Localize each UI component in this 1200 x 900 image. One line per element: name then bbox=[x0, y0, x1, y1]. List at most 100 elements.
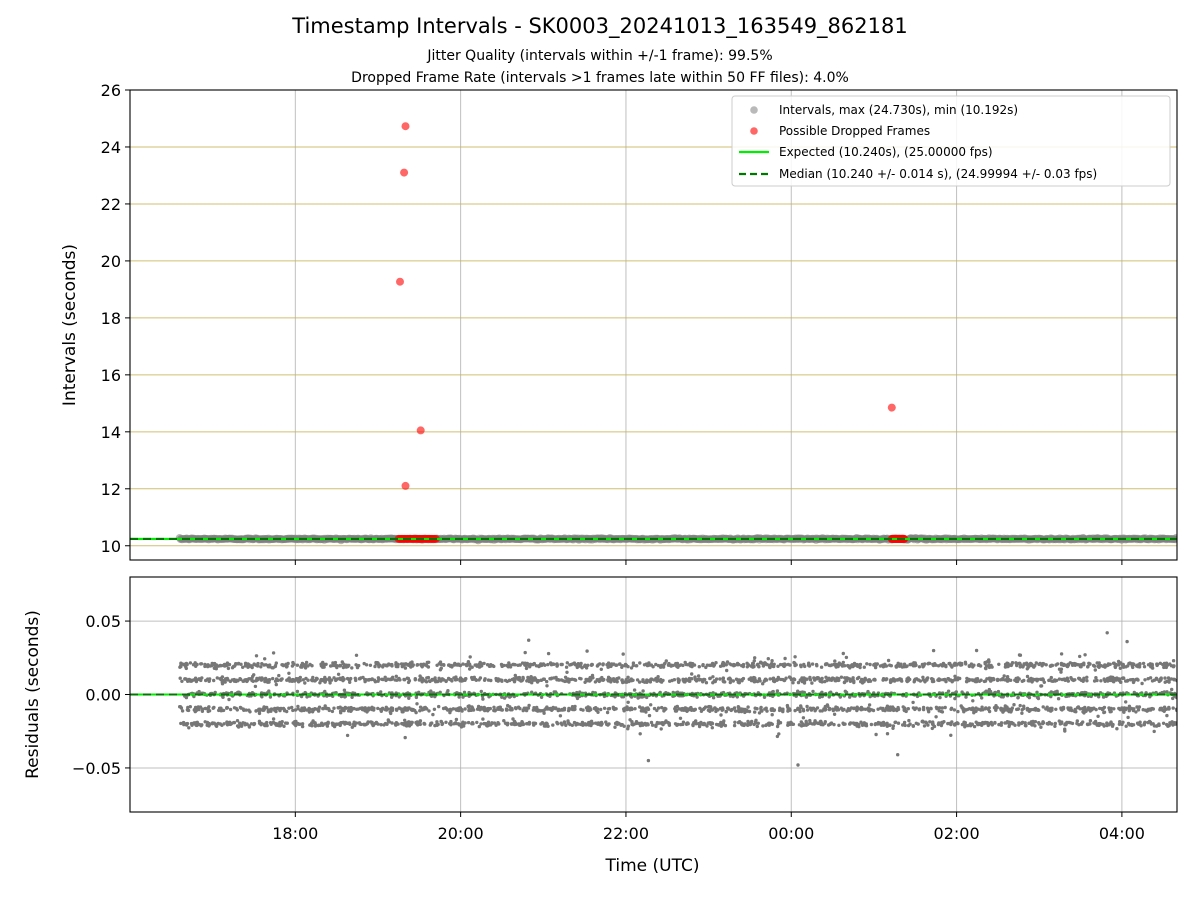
residual-point bbox=[721, 676, 725, 680]
residual-point bbox=[820, 690, 824, 694]
residual-point bbox=[1016, 696, 1020, 700]
residual-point bbox=[244, 708, 248, 712]
residual-point bbox=[925, 677, 929, 682]
residual-point bbox=[1146, 663, 1151, 667]
residual-point bbox=[271, 717, 276, 721]
residual-point bbox=[379, 723, 383, 727]
residual-point bbox=[323, 675, 327, 680]
residual-point bbox=[191, 663, 196, 667]
residual-point bbox=[241, 665, 245, 669]
residual-point bbox=[913, 707, 917, 712]
residual-point bbox=[376, 661, 380, 665]
residuals-y-tick-label-0: −0.05 bbox=[72, 759, 121, 778]
residual-point bbox=[796, 706, 800, 710]
residual-point bbox=[1129, 706, 1134, 711]
residuals-y-tick-label-2: 0.05 bbox=[85, 612, 121, 631]
residual-point bbox=[207, 705, 211, 709]
residual-point bbox=[981, 720, 985, 725]
residual-point bbox=[1150, 666, 1155, 670]
residual-point bbox=[1049, 675, 1054, 680]
residual-point bbox=[641, 689, 645, 693]
residual-point bbox=[184, 666, 188, 671]
residual-point bbox=[1039, 684, 1044, 688]
residual-point bbox=[801, 722, 805, 726]
residual-point bbox=[948, 661, 952, 666]
residual-point bbox=[928, 720, 932, 724]
residual-point bbox=[350, 695, 354, 699]
residual-point bbox=[671, 690, 675, 695]
residual-point bbox=[546, 662, 550, 667]
residual-point bbox=[801, 716, 806, 720]
residual-point bbox=[1041, 705, 1045, 709]
residual-point bbox=[479, 722, 483, 726]
residual-point bbox=[589, 678, 593, 682]
residual-point bbox=[462, 690, 467, 694]
residual-point bbox=[336, 672, 341, 676]
residual-point bbox=[524, 666, 529, 671]
residual-point bbox=[595, 707, 600, 711]
residual-point bbox=[956, 709, 960, 714]
residual-point bbox=[855, 676, 860, 681]
residual-point bbox=[993, 721, 997, 725]
residual-point bbox=[1088, 719, 1093, 723]
residual-point bbox=[494, 676, 498, 681]
residual-point bbox=[1140, 681, 1144, 686]
residual-point bbox=[836, 677, 840, 681]
residual-point bbox=[285, 678, 289, 682]
residual-point bbox=[1136, 664, 1140, 669]
residual-point bbox=[675, 704, 679, 709]
residual-point bbox=[1167, 705, 1171, 710]
residual-point bbox=[1006, 708, 1010, 713]
residual-point bbox=[468, 655, 472, 659]
residual-point bbox=[239, 662, 243, 666]
residual-point bbox=[405, 724, 409, 728]
residual-point bbox=[251, 679, 255, 683]
residual-point bbox=[886, 708, 890, 712]
residual-point bbox=[626, 675, 630, 679]
residual-point bbox=[751, 661, 755, 665]
residual-point bbox=[703, 677, 707, 682]
residual-point bbox=[885, 732, 890, 736]
residual-point bbox=[863, 707, 868, 711]
residual-point bbox=[492, 721, 497, 725]
residual-point bbox=[408, 661, 413, 665]
residual-point bbox=[579, 722, 583, 727]
residual-point bbox=[1053, 679, 1057, 683]
residual-point bbox=[692, 663, 697, 667]
residual-point bbox=[263, 657, 267, 661]
residual-point bbox=[234, 662, 238, 666]
residual-point bbox=[1049, 663, 1054, 667]
residual-point bbox=[440, 677, 444, 681]
residual-point bbox=[225, 705, 229, 710]
residual-point bbox=[1089, 694, 1093, 699]
residual-point bbox=[896, 721, 901, 725]
residual-point bbox=[947, 721, 952, 726]
residual-point bbox=[437, 677, 441, 681]
residual-point bbox=[1134, 677, 1138, 682]
residual-point bbox=[348, 707, 353, 712]
residual-point bbox=[510, 677, 515, 682]
residual-point bbox=[435, 720, 439, 724]
residual-point bbox=[453, 661, 457, 666]
residual-point bbox=[262, 708, 266, 712]
residual-point bbox=[425, 664, 429, 668]
residual-point bbox=[427, 709, 431, 713]
residual-point bbox=[528, 662, 533, 666]
residual-point bbox=[194, 679, 199, 684]
residual-point bbox=[938, 695, 942, 700]
residual-point bbox=[667, 661, 671, 666]
residual-point bbox=[1030, 662, 1034, 666]
residual-point bbox=[187, 726, 191, 730]
residual-point bbox=[1055, 662, 1060, 666]
residual-point bbox=[849, 706, 854, 710]
residual-point bbox=[705, 663, 709, 667]
residual-point bbox=[868, 694, 872, 699]
residual-point bbox=[846, 663, 850, 668]
residual-point bbox=[1091, 706, 1095, 711]
residual-point bbox=[403, 718, 407, 722]
residual-point bbox=[977, 663, 981, 667]
residual-point bbox=[433, 694, 437, 699]
residual-point bbox=[1142, 665, 1147, 669]
residual-point bbox=[228, 722, 232, 727]
residual-point bbox=[213, 690, 217, 695]
